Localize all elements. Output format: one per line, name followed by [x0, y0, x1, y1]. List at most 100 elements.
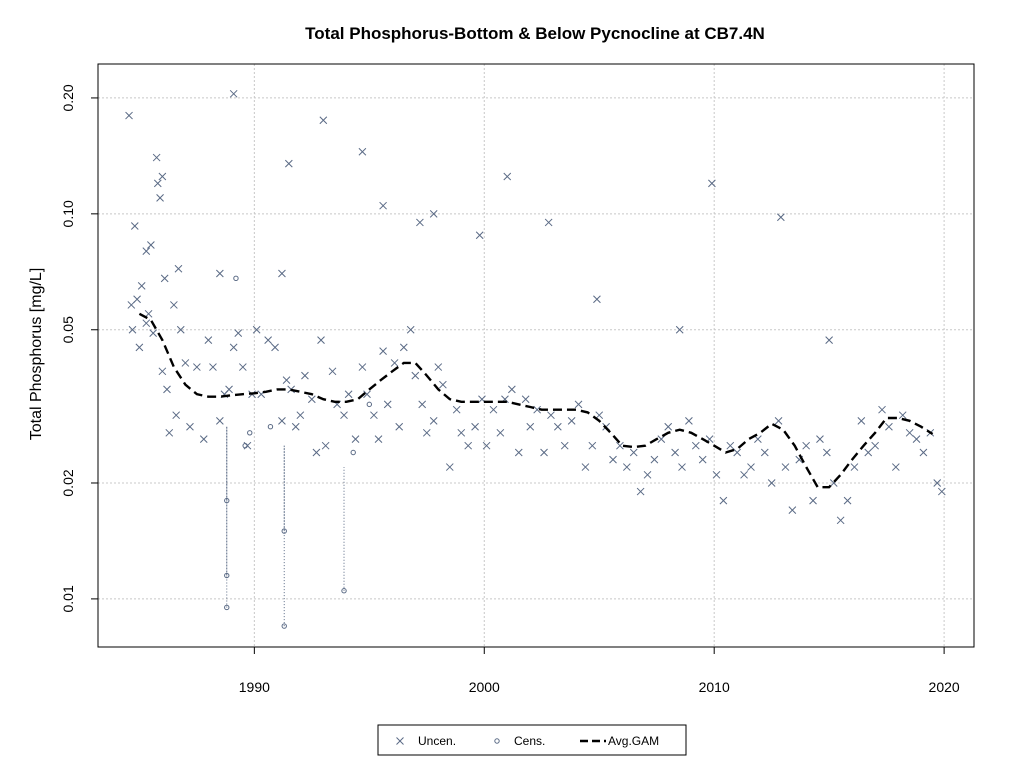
legend-label-uncen: Uncen.	[418, 734, 456, 748]
data-point-uncensored	[128, 325, 137, 334]
data-point-uncensored	[137, 282, 146, 290]
data-point-uncensored	[526, 422, 535, 431]
data-point-uncensored	[291, 422, 300, 431]
y-tick-label: 0.05	[60, 316, 76, 343]
data-point-uncensored	[358, 147, 367, 156]
data-point-uncensored	[312, 448, 321, 457]
data-point-uncensored	[363, 390, 371, 399]
data-point-uncensored	[588, 441, 597, 450]
data-point-uncensored	[622, 463, 631, 471]
data-point-uncensored	[698, 455, 707, 464]
data-point-uncensored	[864, 448, 873, 457]
plot-frame	[97, 63, 975, 648]
data-point-uncensored	[174, 264, 183, 273]
data-point-uncensored	[411, 371, 420, 380]
y-tick-label: 0.20	[60, 84, 76, 111]
data-point-uncensored	[429, 209, 438, 218]
data-point-censored	[350, 449, 356, 456]
data-point-uncensored	[567, 416, 576, 425]
data-point-censored	[247, 430, 253, 436]
data-point-uncensored	[464, 441, 473, 450]
y-tick-label: 0.01	[60, 585, 76, 612]
data-point-uncensored	[905, 428, 914, 437]
data-point-uncensored	[788, 506, 797, 515]
data-point-uncensored	[675, 325, 684, 334]
data-point-uncensored	[643, 470, 652, 479]
data-point-censored	[366, 401, 373, 408]
data-point-uncensored	[496, 428, 505, 437]
data-point-uncensored	[229, 89, 238, 98]
y-axis-label: Total Phosphorus [mg/L]	[28, 268, 45, 441]
data-point-uncensored	[891, 463, 900, 471]
data-point-uncensored	[708, 179, 716, 188]
data-point-uncensored	[521, 395, 530, 404]
axes: 1990 2000 2010 2020 0.01 0.02 0.05 0.10 0.20	[60, 84, 960, 695]
data-point-uncensored	[216, 416, 224, 425]
data-point-uncensored	[540, 448, 548, 457]
data-point-uncensored	[650, 455, 659, 464]
data-point-uncensored	[629, 448, 638, 457]
data-point-censored	[341, 588, 347, 594]
data-point-uncensored	[379, 201, 387, 210]
data-point-uncensored	[445, 463, 454, 471]
data-point-uncensored	[158, 367, 167, 376]
data-point-uncensored	[163, 385, 171, 394]
data-point-uncensored	[774, 416, 783, 425]
x-tick-label: 2020	[929, 679, 960, 695]
data-point-uncensored	[252, 325, 261, 334]
data-point-uncensored	[416, 218, 424, 227]
data-point-uncensored	[685, 416, 693, 425]
gam-path	[138, 312, 934, 489]
data-point-uncensored	[760, 448, 769, 457]
data-point-uncensored	[370, 411, 378, 420]
data-point-uncensored	[898, 411, 907, 420]
data-point-uncensored	[296, 411, 305, 420]
data-point-uncensored	[816, 435, 824, 443]
data-point-uncensored	[878, 405, 886, 414]
data-point-uncensored	[595, 411, 604, 420]
data-point-uncensored	[328, 367, 337, 376]
data-point-uncensored	[671, 448, 679, 457]
data-point-uncensored	[809, 496, 817, 505]
legend-box	[377, 724, 687, 756]
data-point-uncensored	[636, 487, 645, 496]
data-point-uncensored	[857, 416, 866, 425]
data-point-uncensored	[933, 479, 942, 487]
data-point-uncensored	[172, 411, 181, 420]
data-point-uncensored	[379, 347, 387, 355]
data-point-uncensored	[209, 363, 217, 371]
data-point-uncensored	[278, 269, 286, 278]
y-tick-label: 0.02	[60, 469, 76, 496]
data-point-uncensored	[418, 400, 427, 409]
data-point-uncensored	[147, 241, 155, 249]
data-point-uncensored	[264, 336, 272, 344]
data-point-uncensored	[204, 336, 213, 344]
data-point-uncensored	[740, 470, 748, 479]
legend: Uncen. Cens. Avg.GAM	[377, 724, 687, 756]
data-point-uncensored	[439, 380, 447, 389]
data-point-uncensored	[193, 363, 201, 371]
data-point-uncensored	[216, 269, 224, 278]
data-point-uncensored	[609, 455, 617, 464]
legend-label-cens: Cens.	[514, 734, 545, 748]
data-point-uncensored	[319, 116, 328, 125]
x-tick-label: 2000	[469, 679, 500, 695]
data-point-uncensored	[284, 159, 293, 168]
data-point-uncensored	[471, 422, 479, 431]
data-point-uncensored	[199, 435, 208, 443]
data-point-uncensored	[825, 336, 834, 344]
data-point-uncensored	[678, 463, 686, 471]
data-point-uncensored	[912, 435, 921, 443]
data-point-uncensored	[850, 463, 859, 471]
data-point-uncensored	[152, 153, 161, 162]
data-point-uncensored	[165, 428, 174, 437]
data-point-uncensored	[135, 343, 144, 352]
data-point-uncensored	[781, 463, 790, 471]
data-point-uncensored	[457, 428, 466, 437]
data-point-uncensored	[142, 319, 151, 328]
data-point-uncensored	[434, 363, 443, 371]
data-point-uncensored	[130, 222, 139, 230]
data-point-uncensored	[429, 416, 438, 425]
data-point-uncensored	[733, 448, 742, 457]
